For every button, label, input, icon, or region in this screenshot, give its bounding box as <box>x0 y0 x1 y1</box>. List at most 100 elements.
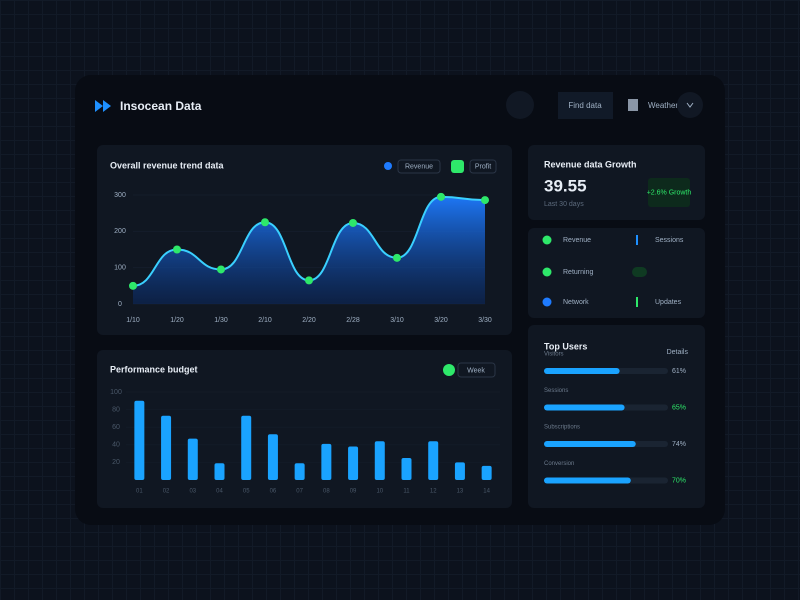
x-tick-label: 01 <box>136 489 143 495</box>
x-tick-label: 3/30 <box>478 317 492 324</box>
filter-dot <box>443 364 455 376</box>
growth-badge <box>648 178 690 207</box>
details-link[interactable]: Details <box>667 349 689 356</box>
avatar[interactable] <box>628 99 638 111</box>
status-tick <box>636 235 638 245</box>
bar <box>267 434 278 480</box>
x-tick-label: 2/10 <box>258 317 272 324</box>
point-marker <box>393 253 401 262</box>
x-tick-label: 09 <box>350 489 357 495</box>
progress-label: Subscriptions <box>544 425 580 431</box>
filter-label: Week <box>467 367 485 374</box>
y-tick-label: 100 <box>110 389 122 396</box>
x-tick-label: 03 <box>189 489 196 495</box>
x-tick-label: 1/20 <box>170 317 184 324</box>
progress-value: 65% <box>672 404 686 411</box>
progress-label: Visitors <box>544 352 564 358</box>
status-label: Network <box>563 299 589 306</box>
point-marker <box>305 276 313 285</box>
progress-title: Top Users <box>544 341 587 351</box>
badge-text: +2.6% Growth <box>647 189 692 196</box>
bar <box>187 438 198 480</box>
filter-pill[interactable] <box>457 362 496 378</box>
user-name: Weather <box>648 101 678 110</box>
bar <box>348 446 359 480</box>
search-text: Find data <box>568 101 602 110</box>
status-detail: Updates <box>655 299 682 306</box>
progress-value: 70% <box>672 477 686 484</box>
point-marker <box>129 281 137 290</box>
bar <box>481 465 492 480</box>
icon-button[interactable] <box>506 91 534 119</box>
status-detail: Sessions <box>655 237 684 244</box>
x-tick-label: 14 <box>483 489 490 495</box>
point-marker <box>481 196 489 205</box>
bar <box>374 441 385 480</box>
bar <box>241 415 252 480</box>
bar <box>428 441 439 480</box>
x-tick-label: 12 <box>430 489 437 495</box>
x-tick-label: 04 <box>216 489 223 495</box>
legend-swatch <box>451 160 464 173</box>
x-tick-label: 10 <box>376 489 383 495</box>
area-fill <box>133 196 485 304</box>
progress-label: Sessions <box>544 388 568 394</box>
x-tick-label: 05 <box>243 489 250 495</box>
stat-subtitle: Last 30 days <box>544 201 584 208</box>
x-tick-label: 02 <box>163 489 170 495</box>
x-tick-label: 3/20 <box>434 317 448 324</box>
x-tick-label: 2/28 <box>346 317 360 324</box>
status-toggle[interactable] <box>632 267 647 277</box>
x-tick-label: 1/30 <box>214 317 228 324</box>
x-tick-label: 07 <box>296 489 303 495</box>
legend-dot <box>384 162 392 170</box>
status-dot <box>542 267 552 277</box>
x-tick-label: 13 <box>457 489 464 495</box>
bar <box>454 462 465 480</box>
point-marker <box>261 218 269 227</box>
progress-label: Conversion <box>544 461 574 467</box>
y-tick-label: 0 <box>118 301 122 308</box>
point-marker <box>437 192 445 201</box>
x-tick-label: 2/20 <box>302 317 316 324</box>
x-tick-label: 1/10 <box>126 317 140 324</box>
progress-bar <box>544 441 636 447</box>
search-box[interactable] <box>558 92 613 119</box>
app-title: Insocean Data <box>120 99 202 113</box>
x-tick-label: 3/10 <box>390 317 404 324</box>
y-tick-label: 300 <box>114 192 126 199</box>
legend-pill[interactable] <box>469 159 497 174</box>
status-panel <box>528 228 705 318</box>
legend-pill[interactable] <box>397 159 441 174</box>
y-tick-label: 60 <box>112 424 120 431</box>
stat-title: Revenue data Growth <box>544 159 637 169</box>
progress-bar <box>544 477 631 484</box>
progress-value: 74% <box>672 441 686 448</box>
progress-value: 61% <box>672 368 686 375</box>
status-dot <box>542 297 552 307</box>
y-tick-label: 100 <box>114 265 126 272</box>
progress-bar <box>544 368 620 374</box>
y-tick-label: 200 <box>114 228 126 235</box>
panel-title: Overall revenue trend data <box>110 160 225 170</box>
status-dot <box>542 235 552 245</box>
y-tick-label: 80 <box>112 406 120 413</box>
stat-value: 39.55 <box>544 176 587 195</box>
panel-title: Performance budget <box>110 364 198 374</box>
y-tick-label: 20 <box>112 459 120 466</box>
status-label: Revenue <box>563 237 591 244</box>
menu-button[interactable] <box>677 92 703 118</box>
logo <box>95 100 111 112</box>
point-marker <box>173 245 181 254</box>
chevron <box>686 102 694 108</box>
legend-label: Revenue <box>405 163 433 170</box>
bar <box>401 458 412 480</box>
point-marker <box>349 218 357 227</box>
bar <box>214 463 225 480</box>
x-tick-label: 08 <box>323 489 330 495</box>
status-tick <box>636 297 638 307</box>
status-label: Returning <box>563 269 593 276</box>
progress-bar <box>544 404 625 411</box>
